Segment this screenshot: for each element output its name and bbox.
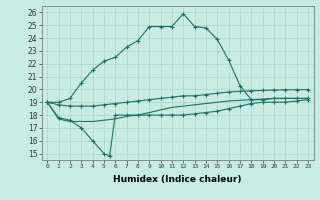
X-axis label: Humidex (Indice chaleur): Humidex (Indice chaleur)	[113, 175, 242, 184]
